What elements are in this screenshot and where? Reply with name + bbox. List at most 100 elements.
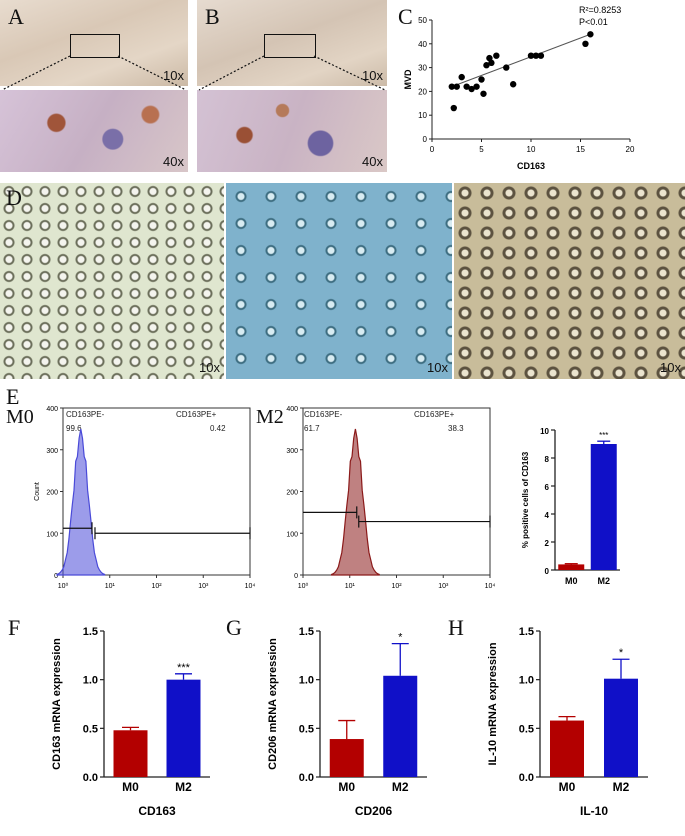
y-axis-label: IL-10 mRNA expression — [487, 642, 499, 765]
panel-b-inset-box — [264, 34, 316, 58]
data-point — [527, 52, 535, 59]
y-axis-label: Count — [34, 482, 41, 501]
flow-m2-gate-pos: CD163PE+ — [414, 410, 455, 419]
data-point — [458, 73, 465, 81]
y-tick-label: 300 — [286, 448, 298, 455]
plot-frame — [302, 407, 491, 576]
x-tick-label: 10⁰ — [58, 582, 69, 590]
x-axis-label: IL-10 — [580, 804, 608, 818]
flow-m2-val-pos: 38.3 — [448, 424, 464, 433]
y-tick-label: 8 — [545, 455, 550, 464]
y-tick-label: 200 — [286, 490, 298, 497]
y-axis-label: % positive cells of CD163 — [521, 451, 530, 548]
flow-m0-gate-pos: CD163PE+ — [176, 410, 217, 419]
annotation-r2: R²=0.8253 — [579, 5, 621, 15]
x-tick-label: M0 — [338, 780, 355, 794]
x-tick-label: 20 — [626, 145, 635, 154]
y-tick-label: 0.0 — [519, 772, 534, 784]
panel-d-image-1: 10x — [0, 183, 224, 379]
panel-a-mag-top: 10x — [163, 68, 184, 83]
annotation-p: P<0.01 — [579, 17, 608, 27]
data-point — [509, 81, 517, 88]
panel-label-f: F — [8, 615, 21, 640]
panel-d-image-3: 10x — [454, 183, 685, 379]
bar — [113, 730, 148, 777]
data-point — [478, 76, 485, 83]
y-tick-label: 200 — [46, 490, 58, 497]
panel-d-image-2: 10x — [226, 183, 452, 379]
x-tick-label: 10¹ — [345, 583, 356, 590]
y-tick-label: 0 — [54, 573, 58, 580]
data-point — [503, 64, 510, 71]
x-tick-label: 10² — [391, 583, 402, 590]
panel-a-image-40x: 40x — [0, 90, 188, 172]
panel-b-mag-bottom: 40x — [362, 154, 383, 169]
y-tick-label: 0 — [294, 573, 298, 580]
data-point — [473, 83, 480, 90]
x-tick-label: M2 — [392, 780, 409, 794]
bar-chart-h: 0.0 0.5 1.0 1.5 M0 M2 * IL-10 mRNA expression IL… — [487, 626, 648, 818]
panel-b-image-10x: 10x — [197, 0, 387, 86]
y-tick-label: 0.0 — [299, 772, 314, 784]
panel-a-inset-box — [70, 34, 120, 58]
x-tick-label: 10² — [151, 583, 162, 590]
y-axis-label: CD206 mRNA expression — [267, 638, 279, 770]
y-tick-label: 30 — [418, 64, 427, 73]
trend-line — [451, 33, 591, 88]
data-point — [587, 31, 594, 38]
y-tick-label: 0.5 — [299, 723, 314, 735]
panel-d-mag-1: 10x — [199, 360, 220, 375]
x-tick-label: M0 — [122, 780, 139, 794]
panel-label-d: D — [6, 185, 22, 210]
x-tick-label: 10³ — [438, 583, 449, 590]
y-tick-label: 10 — [540, 427, 549, 436]
panel-a-mag-bottom: 40x — [163, 154, 184, 169]
flow-histogram-m2: 0 100 200 300 400 10⁰ 10¹ 10² 10³ 10⁴ — [286, 406, 495, 590]
y-tick-label: 4 — [545, 511, 550, 520]
y-tick-label: 100 — [286, 531, 298, 538]
y-tick-label: 1.0 — [519, 675, 534, 687]
data-point — [448, 83, 455, 90]
x-axis-label: CD163 — [138, 804, 176, 818]
x-tick-label: M0 — [559, 780, 576, 794]
panel-d-mag-3: 10x — [660, 360, 681, 375]
bar — [383, 675, 418, 777]
flow-m2-val-neg: 61.7 — [304, 424, 320, 433]
y-tick-label: 10 — [418, 111, 427, 120]
y-axis-label: MVD — [403, 69, 413, 90]
x-tick-label: 10 — [527, 145, 536, 154]
y-tick-label: 1.5 — [299, 626, 314, 638]
flow-m0-tag: M0 — [6, 406, 34, 428]
panel-label-a: A — [8, 4, 24, 29]
panel-b-image-40x: 40x — [197, 90, 387, 172]
x-axis-label: CD163 — [517, 161, 545, 171]
bar-chart-f: 0.0 0.5 1.0 1.5 M0 M2 *** CD163 mRNA expression… — [51, 626, 210, 818]
bar — [550, 720, 584, 777]
panel-b-zoom-lines — [198, 55, 386, 91]
panel-label-e: E — [6, 384, 20, 409]
y-tick-label: 50 — [418, 16, 427, 25]
data-point — [582, 40, 589, 47]
bar — [329, 739, 364, 777]
y-tick-label: 40 — [418, 40, 427, 49]
y-tick-label: 0 — [423, 135, 428, 144]
x-tick-label: 0 — [430, 145, 435, 154]
x-tick-label: 15 — [576, 145, 585, 154]
data-point — [483, 62, 490, 69]
bar — [166, 679, 201, 777]
flow-m2-tag: M2 — [256, 406, 284, 428]
panel-label-b: B — [205, 4, 220, 29]
panel-b-mag-top: 10x — [362, 68, 383, 83]
data-point — [468, 85, 475, 93]
y-tick-label: 2 — [545, 539, 550, 548]
data-point — [532, 52, 540, 59]
scatter-chart-c: 0 10 20 30 40 50 0 5 10 15 20 CD163 MVD R²=0.8253 P<0.… — [403, 5, 635, 171]
significance-label: * — [619, 647, 624, 659]
bar — [604, 678, 638, 777]
data-point — [493, 52, 500, 59]
x-tick-label: 10⁰ — [298, 582, 309, 590]
y-tick-label: 1.0 — [299, 675, 314, 687]
x-tick-label: M2 — [175, 780, 192, 794]
flow-m0-gate-neg: CD163PE- — [66, 410, 105, 419]
data-point — [463, 83, 470, 90]
